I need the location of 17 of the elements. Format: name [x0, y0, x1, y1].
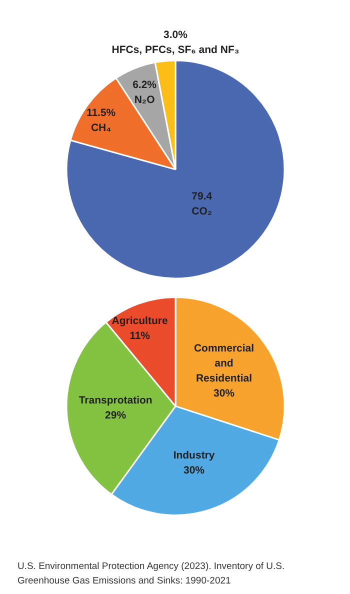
- slice-label: Agriculture: [112, 314, 168, 327]
- slice-label: Commercial and Residential: [194, 342, 254, 384]
- slice-label: N₂O: [134, 94, 155, 106]
- slice-label: CO₂: [192, 206, 212, 218]
- slice-label: HFCs, PFCs, SF₆ and NF₃: [112, 44, 240, 56]
- slice-label: Transprotation: [78, 394, 152, 407]
- data-label: 11.5%: [86, 106, 116, 119]
- text: U.S. Environmental Protection Agency (2023). Inventory of U.S. Greenhouse Gas Emissions and Sinks: 1990-2021: [17, 561, 285, 586]
- data-label: 30%: [213, 387, 236, 400]
- data-label: 11%: [130, 330, 151, 342]
- data-label: 30%: [184, 464, 206, 477]
- data-label: 29%: [105, 410, 127, 422]
- data-label: 79.4: [192, 190, 212, 203]
- data-label: 3.0%: [164, 29, 188, 42]
- data-label: 6.2%: [132, 79, 158, 92]
- slice-label: Industry: [173, 450, 215, 462]
- slice-label: CH₄: [90, 122, 112, 134]
